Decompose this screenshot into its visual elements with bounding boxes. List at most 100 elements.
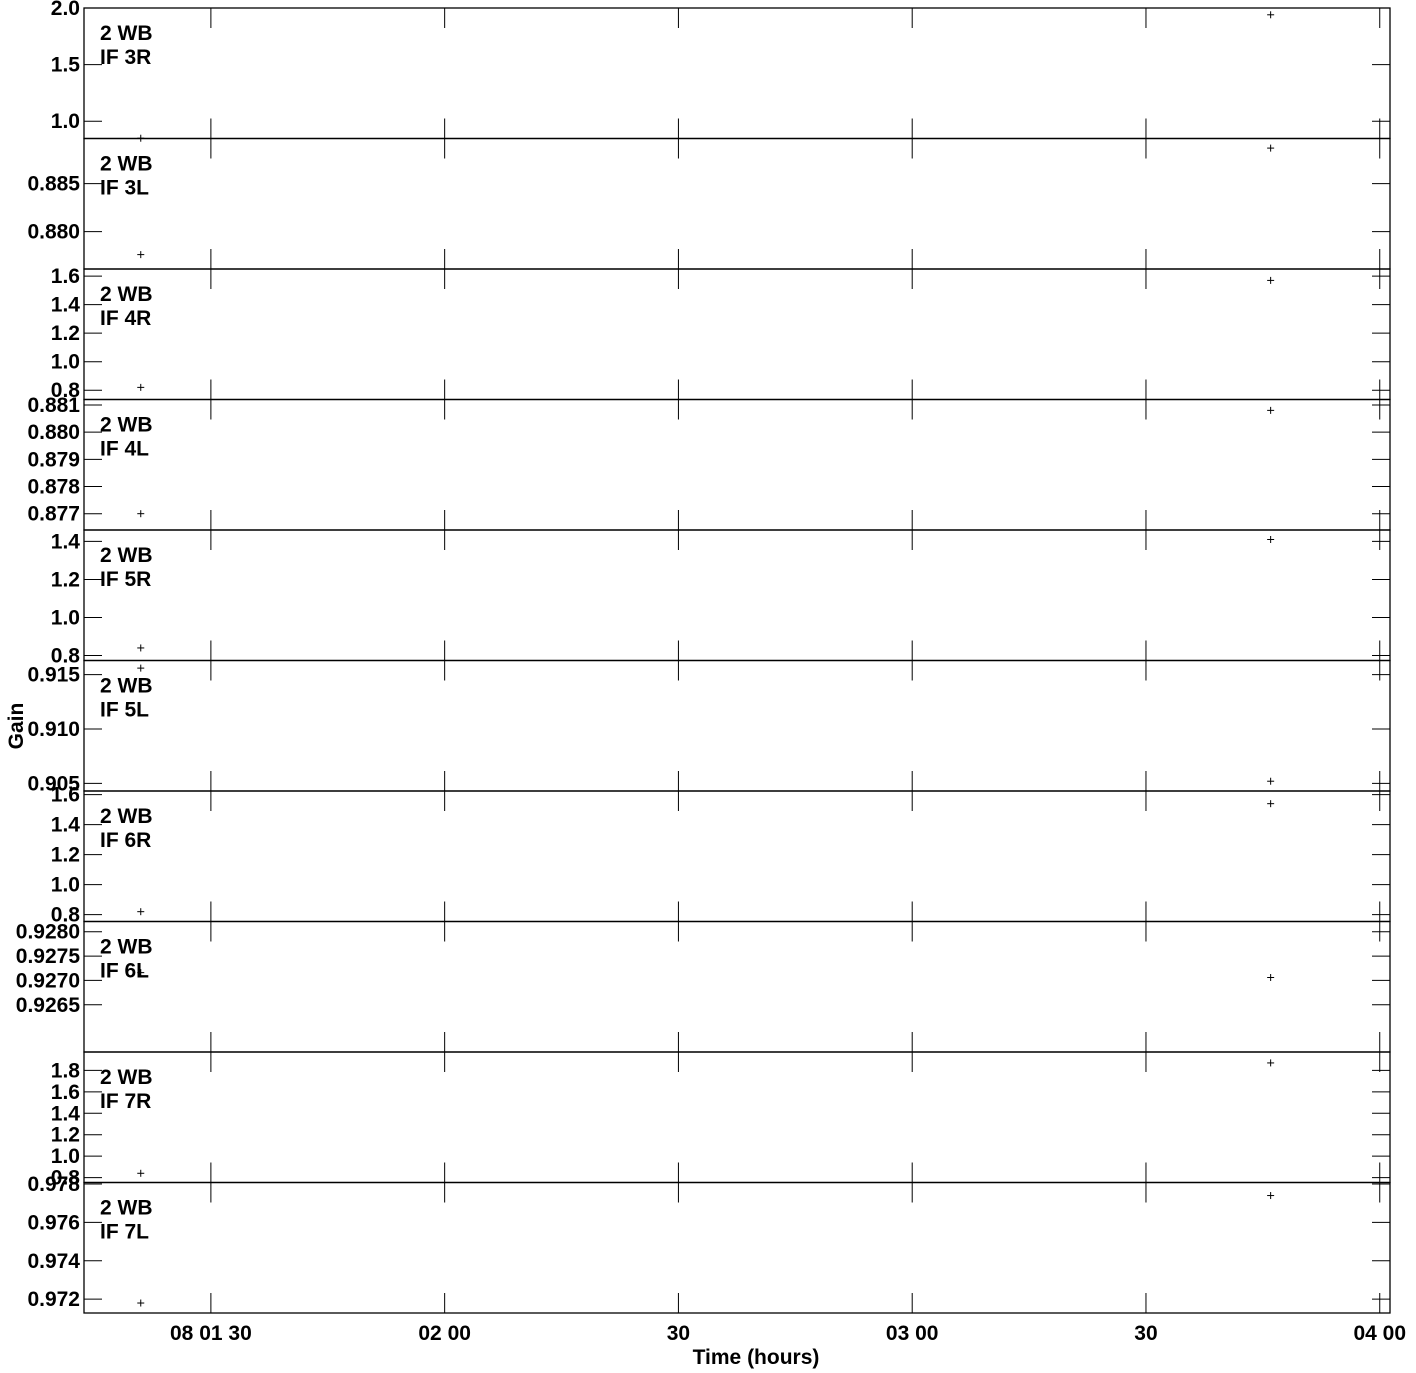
data-point xyxy=(1267,536,1275,544)
y-tick-label: 0.881 xyxy=(27,394,80,417)
panel-frame xyxy=(83,137,1391,270)
y-tick-label: 0.9270 xyxy=(16,969,80,992)
panel-frame xyxy=(83,529,1391,662)
panel-frame xyxy=(83,398,1391,531)
data-point xyxy=(1267,1192,1275,1200)
y-axis-label: Gain xyxy=(5,703,28,750)
data-point xyxy=(137,664,145,672)
panel-label-line1: 2 WB xyxy=(100,22,153,45)
y-tick-label: 0.910 xyxy=(27,718,80,741)
y-tick-label: 1.6 xyxy=(51,1081,80,1104)
y-tick-label: 1.6 xyxy=(51,784,80,807)
y-tick-label: 1.0 xyxy=(51,607,80,630)
panel-label-line1: 2 WB xyxy=(100,283,153,306)
x-axis: 08 01 30 02 00 30 03 00 30 04 00 xyxy=(170,1322,1406,1345)
y-tick-label: 1.4 xyxy=(51,294,81,317)
data-point xyxy=(137,383,145,391)
panel-label-line2: IF 5R xyxy=(100,568,151,591)
panel-frame xyxy=(83,268,1391,401)
panel-frame xyxy=(83,659,1391,792)
panel-label-line2: IF 4R xyxy=(100,307,151,330)
y-tick-label: 1.2 xyxy=(51,322,80,345)
y-tick-label: 0.9275 xyxy=(16,945,81,968)
panel-label-line1: 2 WB xyxy=(100,544,153,567)
y-tick-label: 0.878 xyxy=(27,476,80,499)
panel-frame xyxy=(83,1051,1391,1184)
panel-frame xyxy=(83,920,1391,1053)
x-axis-label: Time (hours) xyxy=(693,1346,820,1369)
y-tick-label: 0.915 xyxy=(27,664,80,687)
y-tick-label: 1.2 xyxy=(51,568,80,591)
y-tick-label: 1.4 xyxy=(51,530,81,553)
y-tick-label: 0.974 xyxy=(27,1250,80,1273)
panel-label-line2: IF 6L xyxy=(100,960,149,983)
y-tick-label: 0.880 xyxy=(27,421,80,444)
panel-label-line1: 2 WB xyxy=(100,805,153,828)
data-point xyxy=(137,644,145,652)
y-tick-label: 0.8 xyxy=(51,379,81,402)
panel-label-line2: IF 3L xyxy=(100,177,149,200)
y-tick-label: 1.4 xyxy=(51,814,81,837)
panel-label-line2: IF 7L xyxy=(100,1221,149,1244)
data-point xyxy=(1267,777,1275,785)
data-point xyxy=(137,251,145,259)
y-tick-label: 0.8 xyxy=(51,904,81,927)
y-tick-label: 1.2 xyxy=(51,1124,80,1147)
data-point xyxy=(1267,800,1275,808)
panel-label-line2: IF 7R xyxy=(100,1090,151,1113)
panel-frame xyxy=(83,1181,1391,1314)
panel-label-line1: 2 WB xyxy=(100,936,153,959)
y-tick-label: 0.9265 xyxy=(16,994,81,1017)
panel-label-line2: IF 5L xyxy=(100,699,149,722)
y-tick-label: 1.8 xyxy=(51,1059,81,1082)
data-point xyxy=(1267,144,1275,152)
data-point xyxy=(1267,276,1275,284)
panel-label-line1: 2 WB xyxy=(100,153,153,176)
panel-label-line1: 2 WB xyxy=(100,1197,153,1220)
y-tick-label: 0.972 xyxy=(27,1288,80,1311)
data-point xyxy=(137,1169,145,1177)
y-tick-label: 0.978 xyxy=(27,1173,80,1196)
y-tick-label: 1.2 xyxy=(51,844,80,867)
y-tick-label: 0.8 xyxy=(51,1167,81,1190)
y-tick-label: 1.0 xyxy=(51,1145,80,1168)
panel-label-line2: IF 3R xyxy=(100,46,151,69)
panel-label-line1: 2 WB xyxy=(100,414,153,437)
panel-frame xyxy=(83,790,1391,923)
data-point xyxy=(1267,406,1275,414)
panel-label-line2: IF 4L xyxy=(100,438,149,461)
x-tick-label: 04 00 xyxy=(1353,1322,1406,1345)
y-tick-label: 0.8 xyxy=(51,645,81,668)
y-tick-label: 1.0 xyxy=(51,351,80,374)
x-tick-label: 08 01 30 xyxy=(170,1322,252,1345)
data-point xyxy=(137,969,145,977)
x-tick-label: 03 00 xyxy=(886,1322,939,1345)
panel-label-line2: IF 6R xyxy=(100,829,151,852)
panel-label-line1: 2 WB xyxy=(100,1066,153,1089)
y-tick-label: 1.6 xyxy=(51,265,80,288)
data-point xyxy=(137,908,145,916)
y-tick-label: 0.905 xyxy=(27,772,80,795)
y-tick-label: 1.0 xyxy=(51,110,80,133)
data-point xyxy=(137,1299,145,1307)
y-tick-label: 1.0 xyxy=(51,874,80,897)
data-point xyxy=(1267,973,1275,981)
data-point xyxy=(1267,1059,1275,1067)
y-tick-label: 0.880 xyxy=(27,221,80,244)
y-tick-label: 0.9280 xyxy=(16,921,80,944)
data-point xyxy=(137,510,145,518)
data-point xyxy=(1267,11,1275,19)
y-tick-label: 0.885 xyxy=(27,173,80,196)
y-tick-label: 0.877 xyxy=(27,503,80,526)
